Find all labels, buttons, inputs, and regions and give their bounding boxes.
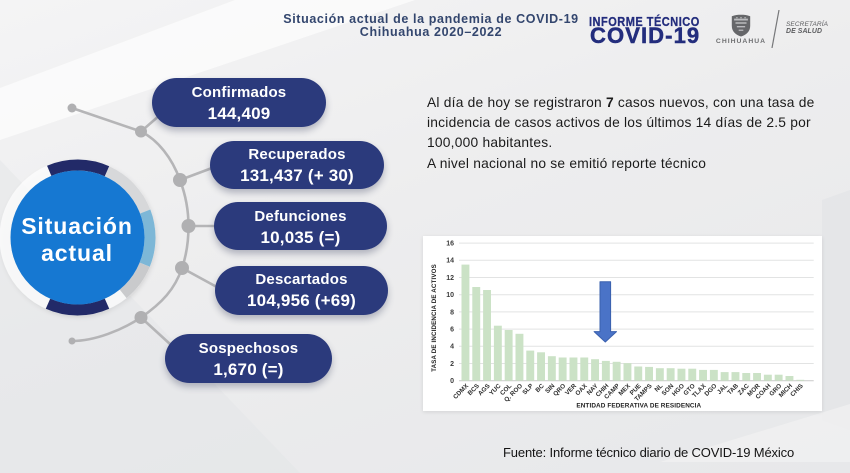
svg-text:14: 14 [446,258,454,265]
svg-text:6: 6 [450,327,454,334]
svg-text:0: 0 [450,378,454,385]
svg-text:NL: NL [654,383,665,394]
svg-text:10: 10 [446,292,454,299]
svg-text:4: 4 [450,344,454,351]
svg-text:TASA DE INCIDENCIA DE ACTIVOS: TASA DE INCIDENCIA DE ACTIVOS [431,264,438,372]
svg-text:8: 8 [450,309,454,316]
svg-text:2: 2 [450,361,454,368]
svg-text:12: 12 [446,275,454,282]
svg-text:16: 16 [446,241,454,248]
svg-text:ENTIDAD FEDERATIVA DE RESIDENC: ENTIDAD FEDERATIVA DE RESIDENCIA [576,403,701,410]
svg-text:SLP: SLP [521,383,535,397]
svg-text:CHIS: CHIS [789,383,805,399]
svg-text:BC: BC [534,382,546,394]
